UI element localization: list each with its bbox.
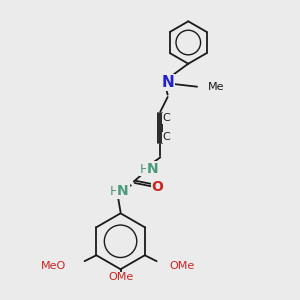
Text: C: C [162, 132, 170, 142]
Text: N: N [161, 75, 174, 90]
Text: Me: Me [207, 82, 224, 92]
Text: MeO: MeO [41, 261, 66, 271]
Text: N: N [117, 184, 129, 198]
Text: OMe: OMe [108, 272, 133, 282]
Text: H: H [140, 163, 149, 176]
Text: C: C [162, 113, 170, 123]
Text: N: N [146, 162, 158, 176]
Text: H: H [110, 185, 119, 198]
Text: OMe: OMe [169, 261, 194, 271]
Text: O: O [152, 180, 163, 194]
